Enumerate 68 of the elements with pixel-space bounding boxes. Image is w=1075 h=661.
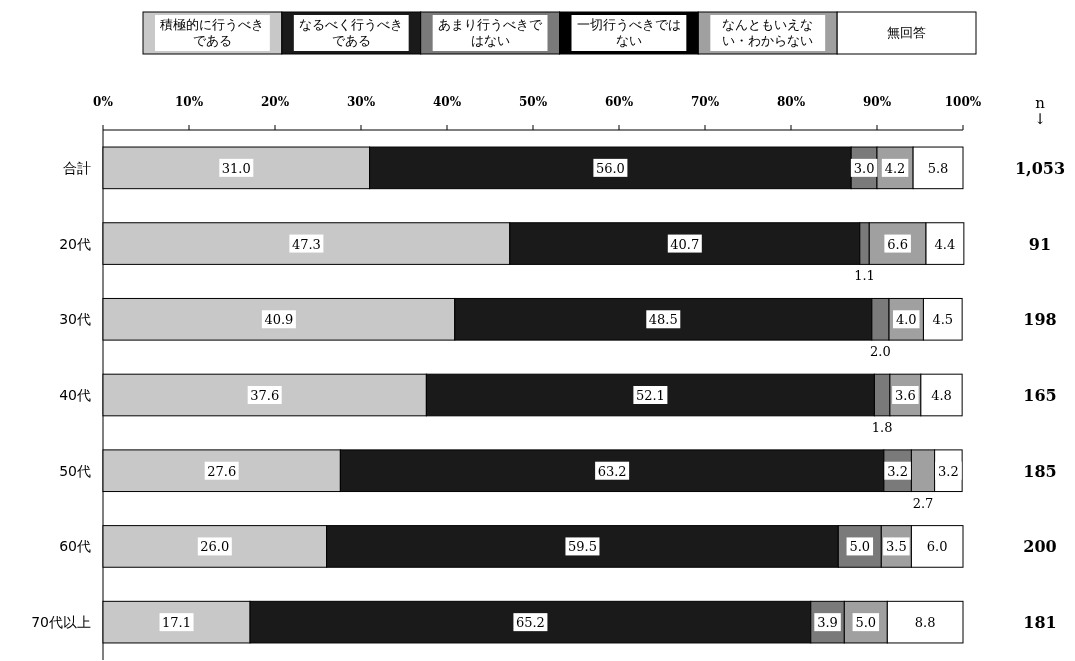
text: 181 xyxy=(1023,613,1057,633)
data-label: 48.5 xyxy=(648,312,678,328)
data-label: 1.1 xyxy=(854,268,875,284)
x-tick-label: 40% xyxy=(432,95,462,109)
data-label: 3.6 xyxy=(895,388,916,403)
data-label: 1.8 xyxy=(871,419,893,435)
text: 積極的に行うべきである xyxy=(157,15,268,51)
text: 165 xyxy=(1023,386,1057,405)
x-tick-label: 50% xyxy=(518,95,548,109)
x-tick-label: 10% xyxy=(174,95,204,109)
data-label: 40.9 xyxy=(264,312,294,328)
y-tick-label: 合計 xyxy=(63,159,91,176)
y-tick-label: 40代 xyxy=(59,387,91,403)
legend-label: 一切行うべきではない xyxy=(573,15,685,51)
data-label: 4.5 xyxy=(932,312,954,328)
data-label: 65.2 xyxy=(515,615,545,631)
data-label: 2.0 xyxy=(870,344,891,360)
text: 1,053 xyxy=(1014,158,1066,178)
text: なるべく行うべきである xyxy=(295,15,407,51)
data-label: 37.6 xyxy=(250,388,280,403)
data-label: 2.7 xyxy=(912,495,934,511)
y-tick-label: 20代 xyxy=(59,235,91,252)
data-label: 8.8 xyxy=(914,615,936,631)
y-tick-label: 60代 xyxy=(59,538,91,555)
data-label: 4.2 xyxy=(884,160,906,176)
data-label: 3.5 xyxy=(886,539,907,555)
y-tick-label: 70代以上 xyxy=(31,614,91,631)
data-label: 31.0 xyxy=(221,160,251,176)
text: ↓ xyxy=(1033,110,1047,128)
text: あまり行うべきではない xyxy=(434,15,546,51)
x-tick-label: 0% xyxy=(93,95,114,109)
data-label: 56.0 xyxy=(595,160,625,176)
y-tick-label: 30代 xyxy=(59,311,91,328)
data-label: 26.0 xyxy=(200,539,230,555)
x-tick-label: 20% xyxy=(260,95,290,109)
data-label: 52.1 xyxy=(635,388,665,403)
data-label: 5.8 xyxy=(927,160,949,176)
data-label: 3.9 xyxy=(817,615,838,631)
data-label: 6.0 xyxy=(926,539,948,555)
data-label: 5.0 xyxy=(849,539,871,555)
data-label: 40.7 xyxy=(670,236,700,252)
text: n xyxy=(1035,94,1046,112)
x-tick-label: 90% xyxy=(862,95,892,109)
data-label: 4.4 xyxy=(934,236,956,252)
data-label: 4.0 xyxy=(895,312,917,328)
y-tick-label: 50代 xyxy=(59,462,91,479)
text: 無回答 xyxy=(886,24,928,42)
text: 200 xyxy=(1023,537,1057,557)
data-label: 3.2 xyxy=(887,463,908,479)
x-tick-label: 100% xyxy=(944,95,982,109)
x-tick-label: 80% xyxy=(776,95,806,109)
text: 185 xyxy=(1023,461,1057,481)
data-label: 17.1 xyxy=(162,615,192,631)
data-label: 3.0 xyxy=(853,160,875,176)
data-label: 6.6 xyxy=(887,236,908,252)
x-tick-label: 70% xyxy=(690,95,720,109)
x-tick-label: 30% xyxy=(346,95,376,109)
data-label: 3.2 xyxy=(938,463,959,479)
data-label: 59.5 xyxy=(567,539,597,555)
text: なんともいえない・わからない xyxy=(712,15,824,51)
text: 91 xyxy=(1028,234,1052,254)
data-label: 4.8 xyxy=(931,388,952,403)
data-label: 63.2 xyxy=(597,463,627,479)
data-label: 47.3 xyxy=(291,236,321,252)
text: 198 xyxy=(1023,310,1057,330)
data-label: 27.6 xyxy=(207,463,237,479)
data-label: 5.0 xyxy=(855,615,877,631)
x-tick-label: 60% xyxy=(604,95,634,109)
